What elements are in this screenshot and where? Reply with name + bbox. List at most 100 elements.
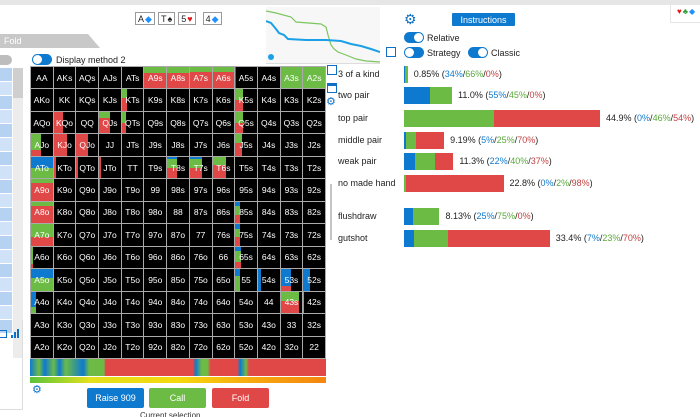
hand-cell[interactable]: 82s xyxy=(303,201,325,224)
hand-cell[interactable]: J2s xyxy=(303,134,325,156)
hand-cell[interactable]: K3s xyxy=(280,89,303,111)
hand-cell[interactable]: T4s xyxy=(257,156,280,179)
category-row[interactable]: two pair 11.0% (55%/45%/0%) xyxy=(338,86,700,104)
hand-cell[interactable]: AQs xyxy=(76,67,99,89)
hand-cell[interactable]: 42s xyxy=(303,291,325,314)
left-panel-row[interactable] xyxy=(0,306,12,320)
settings-gear-icon[interactable]: ⚙ xyxy=(32,384,42,396)
left-panel-toggle[interactable] xyxy=(0,55,12,65)
hand-cell[interactable]: J6s xyxy=(212,134,235,156)
display-method-toggle[interactable]: Display method 2 xyxy=(32,54,126,65)
fold-tab[interactable]: Fold xyxy=(0,34,100,48)
chart-marker[interactable] xyxy=(268,54,274,60)
hand-cell[interactable]: Q3s xyxy=(280,111,303,134)
hand-cell[interactable]: ATs xyxy=(121,67,144,89)
strategy-option[interactable]: Strategy xyxy=(404,47,461,58)
diamond-filter-icon[interactable]: ◆ xyxy=(689,7,696,16)
hand-cell[interactable]: 22 xyxy=(303,336,325,358)
hand-cell[interactable]: 86s xyxy=(212,201,235,224)
scrollbar-thumb[interactable] xyxy=(13,68,23,98)
hand-cell[interactable]: 64s xyxy=(257,246,280,269)
hand-cell[interactable]: 74s xyxy=(257,224,280,246)
hand-cell[interactable]: K9s xyxy=(144,89,167,111)
hand-cell[interactable]: T7o xyxy=(121,224,144,246)
hand-cell[interactable]: J7s xyxy=(189,134,212,156)
hand-cell[interactable]: 86o xyxy=(167,246,189,269)
hand-cell[interactable]: K8o xyxy=(53,201,76,224)
hand-cell[interactable]: 54s xyxy=(257,269,280,291)
hand-cell[interactable]: 85s xyxy=(235,201,257,224)
hand-cell[interactable]: KTo xyxy=(53,156,76,179)
left-panel-row[interactable] xyxy=(0,250,12,264)
left-panel-row[interactable] xyxy=(0,194,12,208)
hand-cell[interactable]: K3o xyxy=(53,314,76,336)
hand-cell[interactable]: K6o xyxy=(53,246,76,269)
hand-cell[interactable]: A8o xyxy=(31,201,53,224)
hand-cell[interactable]: 82o xyxy=(167,336,189,358)
hand-cell[interactable]: Q7s xyxy=(189,111,212,134)
hand-cell[interactable]: 83o xyxy=(167,314,189,336)
popout-icon[interactable] xyxy=(327,65,337,75)
hand-cell[interactable]: K2o xyxy=(53,336,76,358)
hand-cell[interactable]: J3o xyxy=(99,314,121,336)
hand-cell[interactable]: T2o xyxy=(121,336,144,358)
hand-cell[interactable]: J7o xyxy=(99,224,121,246)
hand-cell[interactable]: Q9s xyxy=(144,111,167,134)
hand-cell[interactable]: Q6o xyxy=(76,246,99,269)
hand-cell[interactable]: 32o xyxy=(280,336,303,358)
hand-cell[interactable]: KK xyxy=(53,89,76,111)
hand-cell[interactable]: K8s xyxy=(167,89,189,111)
hand-cell[interactable]: K4o xyxy=(53,291,76,314)
hand-cell[interactable]: 96o xyxy=(144,246,167,269)
hand-cell[interactable]: 97s xyxy=(189,179,212,201)
hand-cell[interactable]: 99 xyxy=(144,179,167,201)
hand-cell[interactable]: J6o xyxy=(99,246,121,269)
hand-cell[interactable]: 94s xyxy=(257,179,280,201)
hand-cell[interactable]: 66 xyxy=(212,246,235,269)
hand-cell[interactable]: 97o xyxy=(144,224,167,246)
hand-cell[interactable]: J8o xyxy=(99,201,121,224)
hand-cell[interactable]: Q5o xyxy=(76,269,99,291)
hand-cell[interactable]: T2s xyxy=(303,156,325,179)
hand-cell[interactable]: 33 xyxy=(280,314,303,336)
hand-cell[interactable]: Q5s xyxy=(235,111,257,134)
hand-cell[interactable]: Q2o xyxy=(76,336,99,358)
hand-cell[interactable]: AKs xyxy=(53,67,76,89)
hand-cell[interactable]: K9o xyxy=(53,179,76,201)
window-icon[interactable] xyxy=(327,83,337,93)
hand-cell[interactable]: 42o xyxy=(257,336,280,358)
hand-cell[interactable]: 92o xyxy=(144,336,167,358)
hand-cell[interactable]: Q2s xyxy=(303,111,325,134)
left-panel-row[interactable] xyxy=(0,138,12,152)
hand-cell[interactable]: 87s xyxy=(189,201,212,224)
hand-cell[interactable]: K6s xyxy=(212,89,235,111)
hand-cell[interactable]: Q6s xyxy=(212,111,235,134)
left-panel-row[interactable] xyxy=(0,82,12,96)
hand-cell[interactable]: 65o xyxy=(212,269,235,291)
hand-cell[interactable]: 76o xyxy=(189,246,212,269)
category-row[interactable]: gutshot 33.4% (7%/23%/70%) xyxy=(338,229,700,247)
hand-cell[interactable]: KJo xyxy=(53,134,76,156)
hand-cell[interactable]: Q8o xyxy=(76,201,99,224)
hand-cell[interactable]: 63o xyxy=(212,314,235,336)
relative-option[interactable]: Relative xyxy=(404,32,460,43)
hand-cell[interactable]: T6o xyxy=(121,246,144,269)
hand-cell[interactable]: AA xyxy=(31,67,53,89)
hand-cell[interactable]: 54o xyxy=(235,291,257,314)
call-button[interactable]: Call xyxy=(149,388,206,408)
hand-cell[interactable]: 72s xyxy=(303,224,325,246)
category-row[interactable]: 3 of a kind 0.85% (34%/66%/0%) xyxy=(338,65,700,83)
hand-cell[interactable]: J4o xyxy=(99,291,121,314)
hand-cell[interactable]: 52o xyxy=(235,336,257,358)
hand-cell[interactable]: T4o xyxy=(121,291,144,314)
hand-cell[interactable]: A7s xyxy=(189,67,212,89)
hand-cell[interactable]: K2s xyxy=(303,89,325,111)
hand-cell[interactable]: AJs xyxy=(99,67,121,89)
hand-cell[interactable]: KQs xyxy=(76,89,99,111)
signal-bars-icon[interactable] xyxy=(11,329,19,338)
hand-cell[interactable]: 43s xyxy=(280,291,303,314)
hand-cell[interactable]: J9s xyxy=(144,134,167,156)
hand-cell[interactable]: A9o xyxy=(31,179,53,201)
left-panel-row[interactable] xyxy=(0,110,12,124)
hand-cell[interactable]: J5o xyxy=(99,269,121,291)
